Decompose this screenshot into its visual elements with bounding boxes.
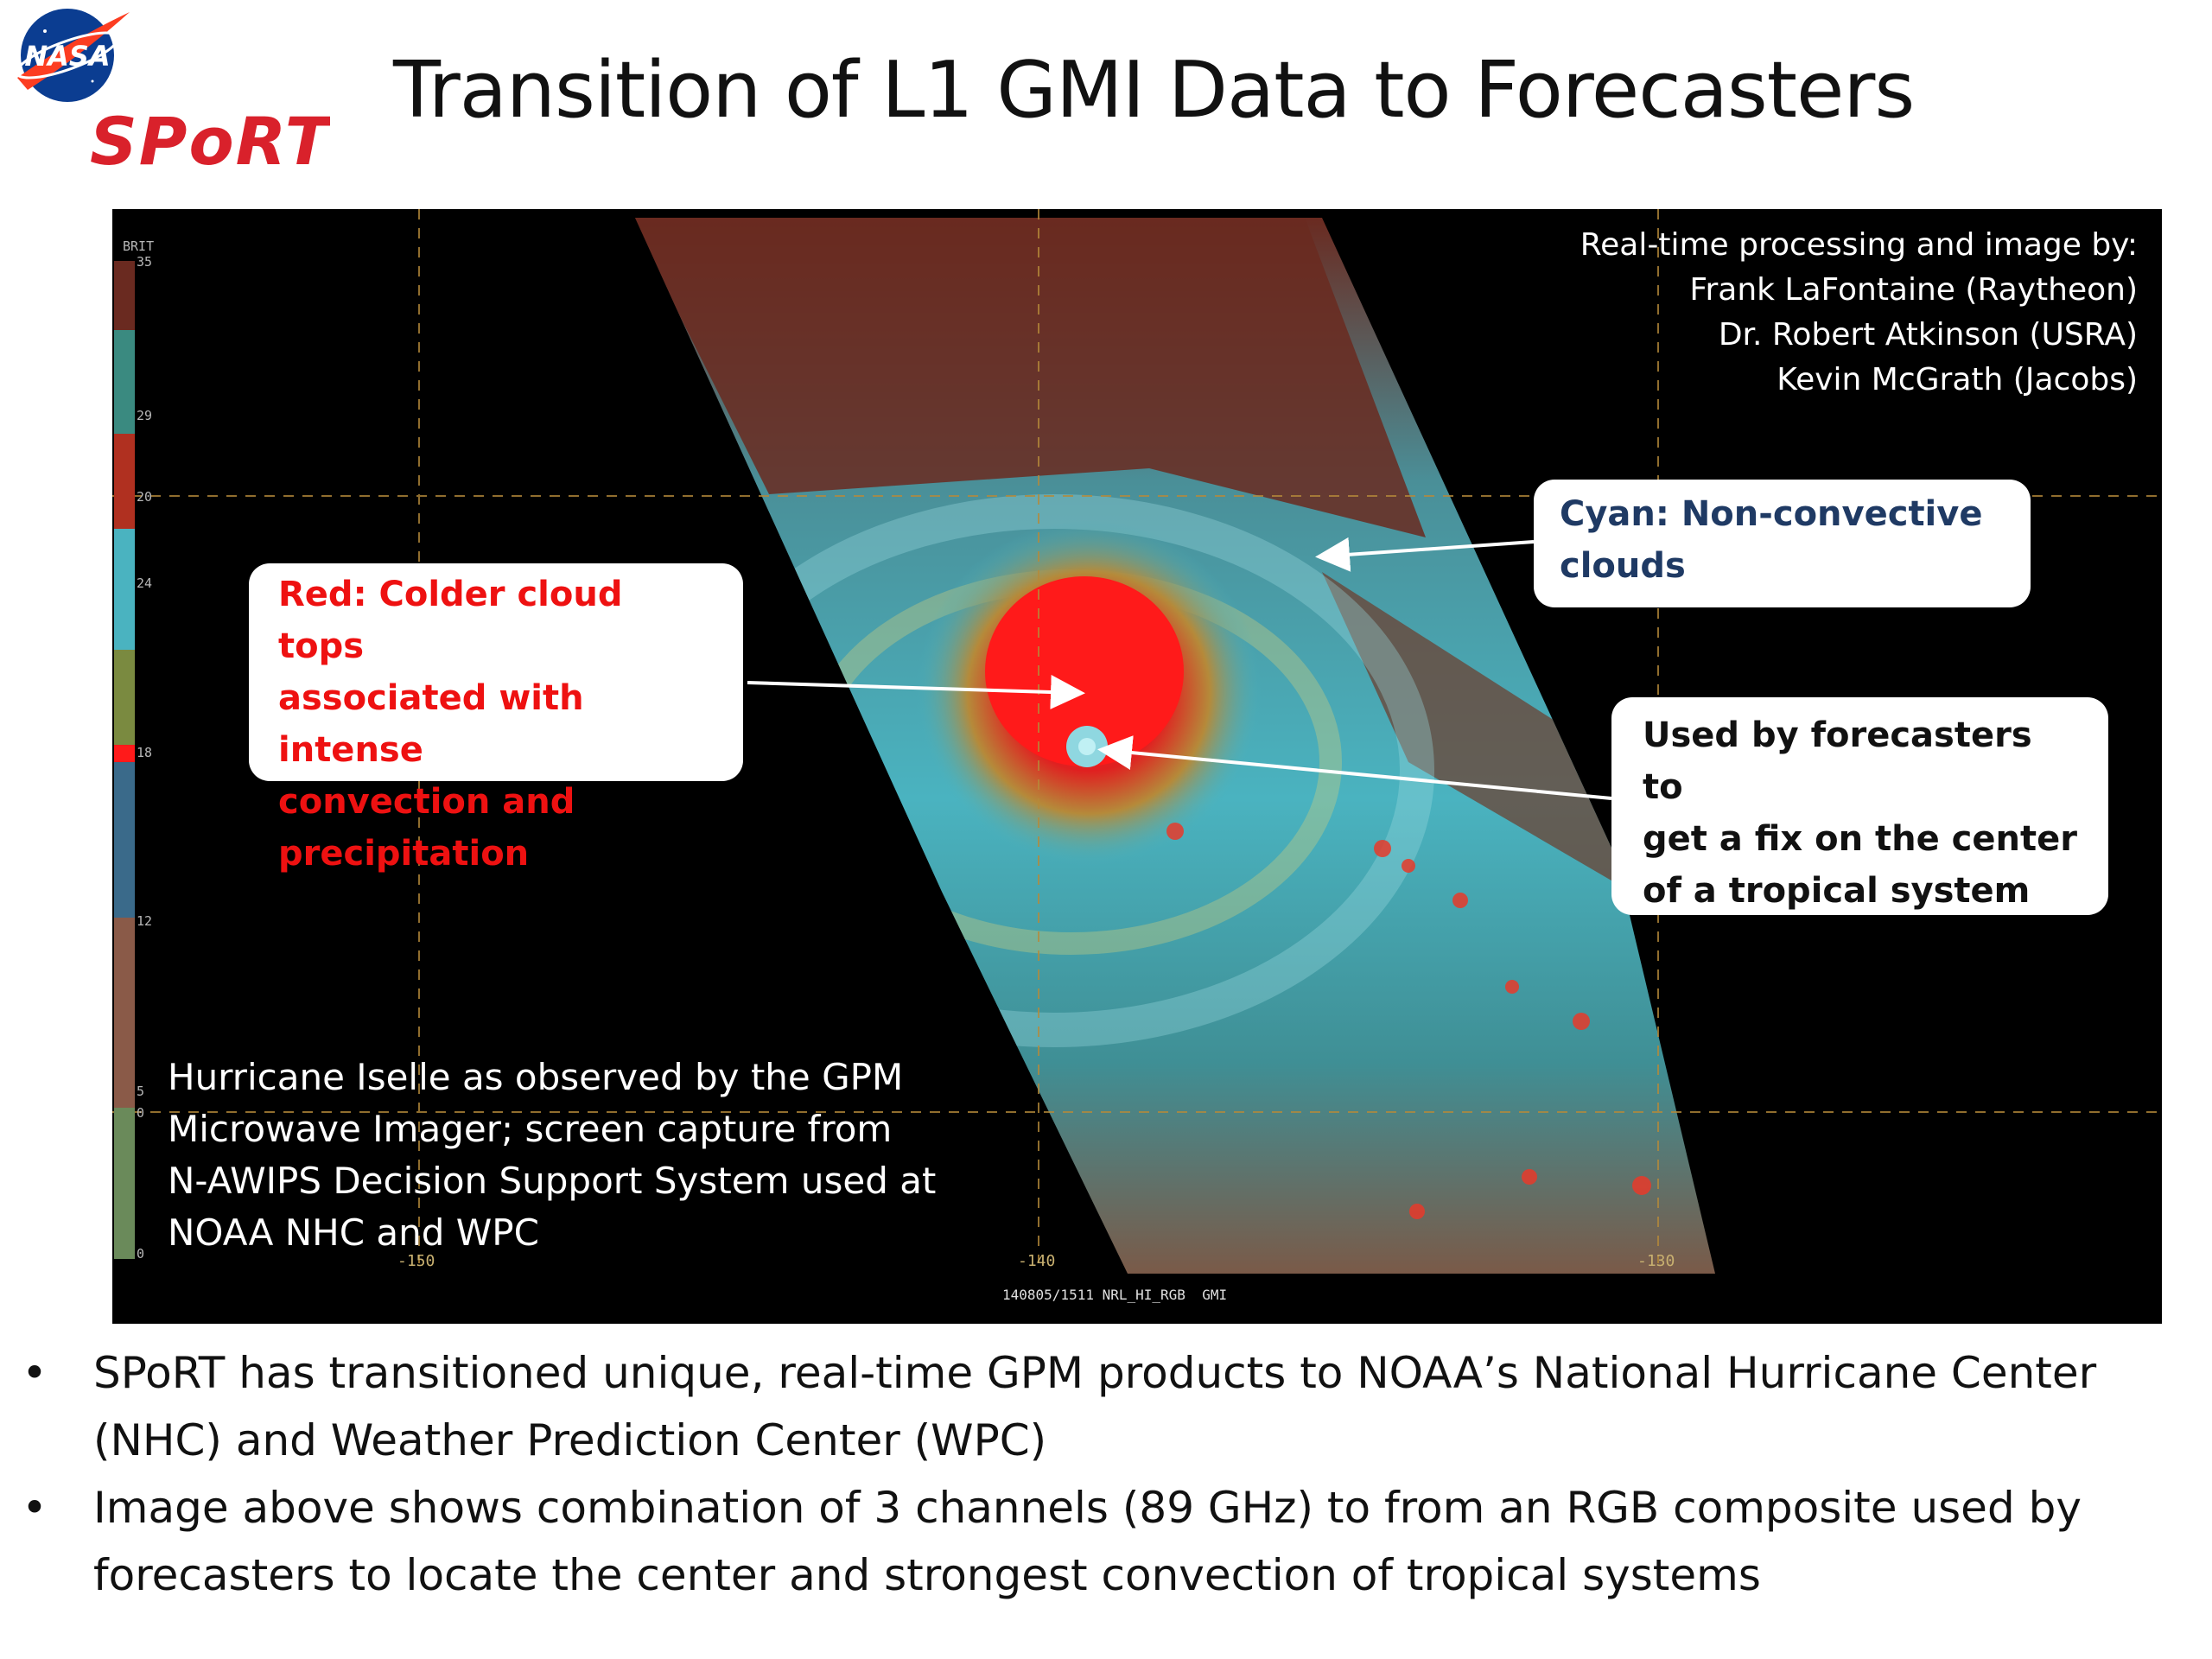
credit-line: Kevin McGrath (Jacobs)	[1777, 362, 2138, 397]
bullet-list: • SPoRT has transitioned unique, real-ti…	[17, 1339, 2203, 1609]
scale-label: 24	[137, 575, 153, 591]
caption-line: Microwave Imager; screen capture from	[168, 1108, 893, 1150]
image-caption: Hurricane Iselle as observed by the GPM …	[168, 1052, 1032, 1259]
bullet-line: (NHC) and Weather Prediction Center (WPC…	[93, 1415, 1047, 1465]
image-footer-label: 140805/1511 NRL_HI_RGB GMI	[1002, 1287, 1228, 1303]
callout-line: convection and	[278, 782, 575, 822]
svg-text:NASA: NASA	[24, 40, 110, 73]
bullet-symbol: •	[22, 1483, 48, 1533]
sport-logo: SPoRT	[90, 103, 330, 180]
callout-line: associated with intense	[278, 678, 584, 770]
callout-line: clouds	[1560, 546, 1686, 586]
callout-line: get a fix on the center	[1643, 819, 2077, 859]
credit-line: Frank LaFontaine (Raytheon)	[1689, 272, 2138, 308]
caption-line: N-AWIPS Decision Support System used at	[168, 1160, 937, 1202]
scale-label: 0	[137, 1105, 145, 1121]
scale-label: 35	[137, 254, 153, 270]
scale-label: 18	[137, 745, 153, 760]
callout-cyan-clouds: Cyan: Non-convective clouds	[1534, 480, 2031, 607]
caption-line: Hurricane Iselle as observed by the GPM	[168, 1056, 904, 1098]
svg-text:SPoRT: SPoRT	[90, 103, 330, 180]
callout-line: Used by forecasters to	[1643, 715, 2032, 807]
scale-label: 0	[137, 1246, 145, 1262]
bullet-line: forecasters to locate the center and str…	[93, 1550, 1761, 1600]
scale-label: 12	[137, 913, 153, 929]
bullet-line: SPoRT has transitioned unique, real-time…	[93, 1348, 2097, 1398]
satellite-image: BRIT 35 29 20 24 18 12 5 0 0 -150 -140 -…	[112, 209, 2162, 1324]
callout-center-fix: Used by forecasters to get a fix on the …	[1611, 697, 2108, 915]
callout-line: Red: Colder cloud tops	[278, 575, 623, 666]
lon-label: -150	[397, 1252, 435, 1270]
callout-line: of a tropical system	[1643, 871, 2031, 911]
bullet-line: Image above shows combination of 3 chann…	[93, 1483, 2082, 1533]
callout-line: precipitation	[278, 834, 530, 874]
scale-label: 20	[137, 489, 153, 505]
credit-line: Real-time processing and image by:	[1580, 227, 2138, 263]
lon-label: -130	[1637, 1252, 1675, 1270]
scale-header: BRIT	[123, 238, 155, 254]
callout-red-cloud-tops: Red: Colder cloud tops associated with i…	[249, 563, 743, 874]
callout-line: Cyan: Non-convective	[1560, 494, 1983, 534]
nasa-logo: NASA	[15, 9, 130, 102]
lon-label: -140	[1018, 1252, 1056, 1270]
scale-label: 5	[137, 1084, 145, 1099]
caption-line: NOAA NHC and WPC	[168, 1211, 539, 1254]
image-credit: Real-time processing and image by: Frank…	[1360, 223, 2138, 403]
slide-title: Transition of L1 GMI Data to Forecasters	[393, 45, 1915, 136]
bullet-item: • SPoRT has transitioned unique, real-ti…	[17, 1339, 2203, 1474]
bullet-symbol: •	[22, 1348, 48, 1398]
credit-line: Dr. Robert Atkinson (USRA)	[1718, 317, 2138, 353]
bullet-item: • Image above shows combination of 3 cha…	[17, 1474, 2203, 1609]
scale-label: 29	[137, 408, 153, 423]
